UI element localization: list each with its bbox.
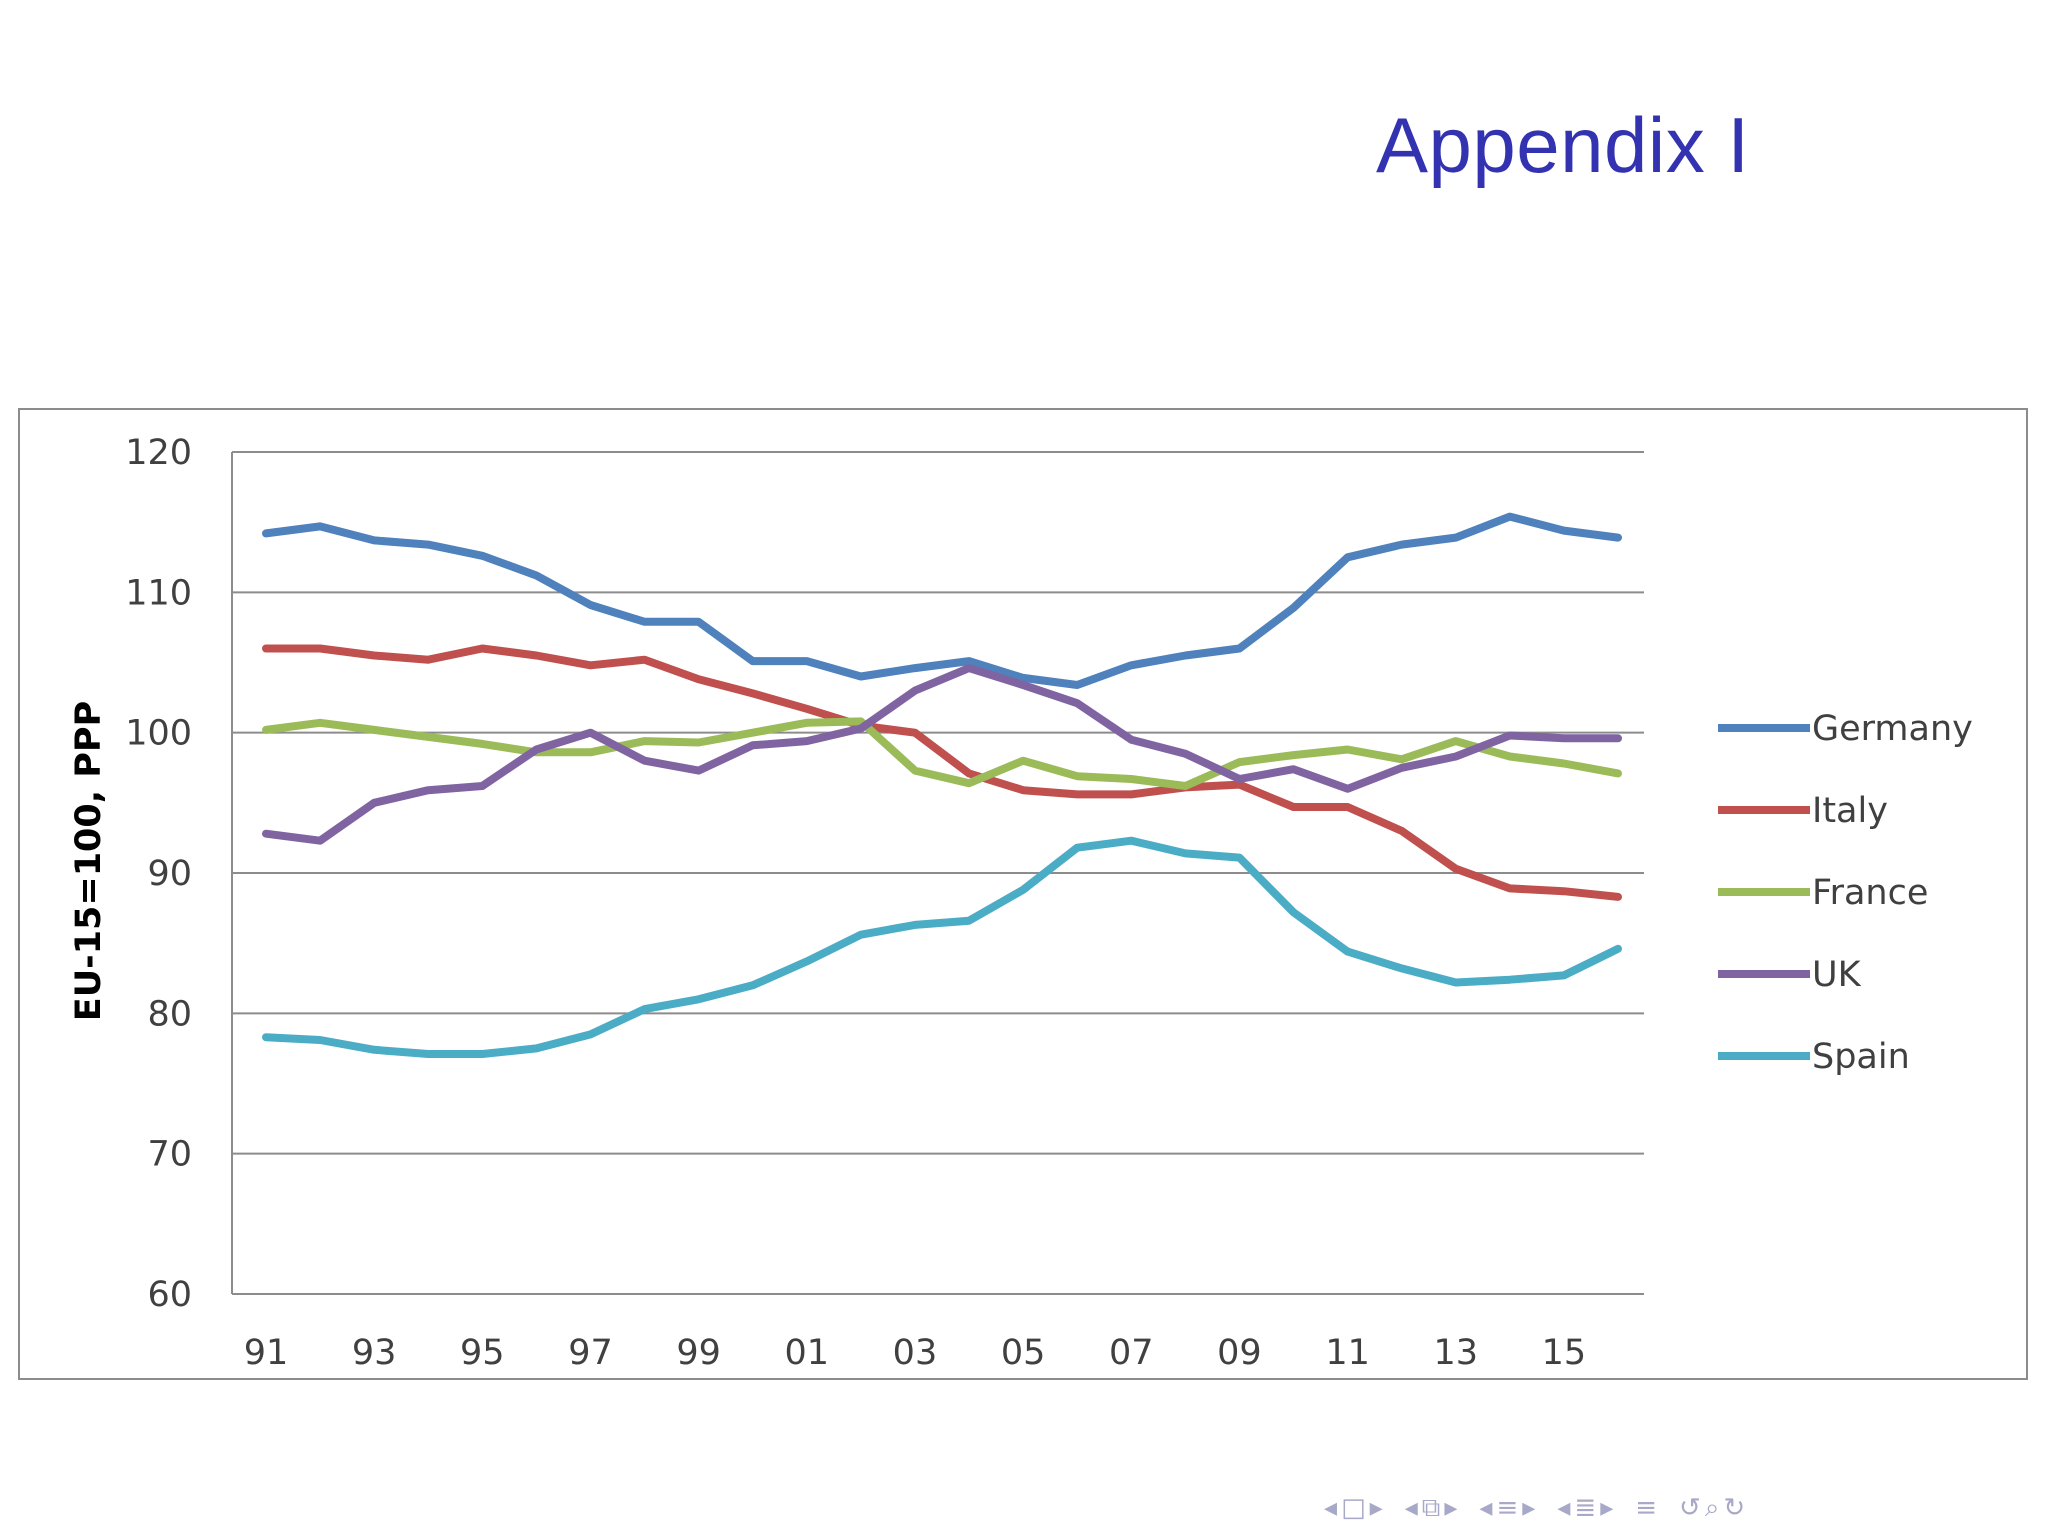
legend-label-france: France [1812,873,1928,913]
nav-group: ≡ [1635,1493,1657,1523]
legend-label-uk: UK [1812,955,1862,995]
arrow-left-icon[interactable]: ◂ [1324,1493,1338,1523]
x-tick-label: 95 [460,1333,505,1373]
arrow-left-icon[interactable]: ◂ [1557,1493,1571,1523]
x-tick-labels: 91 93 95 97 99 01 03 05 07 09 11 13 15 [244,1333,1586,1373]
line-chart: 60 70 80 90 100 110 120 91 93 95 97 99 01 03 05 07 09 11… [69,433,1973,1373]
x-tick-label: 93 [352,1333,397,1373]
arrow-right-icon[interactable]: ▸ [1444,1493,1458,1523]
y-tick-label: 90 [147,854,192,894]
gridlines [232,451,1644,1295]
series-line-france [262,717,1622,790]
search-icon[interactable]: ⌕ [1704,1492,1720,1523]
x-tick-label: 07 [1109,1333,1154,1373]
y-axis-label: EU-15=100, PPP [69,701,109,1021]
y-tick-labels: 60 70 80 90 100 110 120 [125,433,192,1315]
x-tick-label: 15 [1542,1333,1587,1373]
series-lines [262,512,1622,1058]
arrow-left-icon[interactable]: ◂ [1404,1493,1418,1523]
legend-label-spain: Spain [1812,1037,1910,1077]
undo-icon[interactable]: ↺ [1679,1493,1701,1523]
chart-frame: 60 70 80 90 100 110 120 91 93 95 97 99 01 03 05 07 09 11… [18,408,2028,1380]
frame-icon[interactable]: □ [1341,1493,1366,1523]
y-tick-label: 80 [147,994,192,1034]
y-tick-label: 70 [147,1135,192,1175]
slide-title: Appendix I [1376,101,1750,189]
arrow-right-icon[interactable]: ▸ [1522,1493,1536,1523]
x-tick-label: 03 [893,1333,938,1373]
x-tick-label: 09 [1217,1333,1262,1373]
series-line-uk [262,664,1622,845]
section-icon[interactable]: ≡ [1496,1493,1519,1523]
y-tick-label: 100 [125,714,192,754]
x-tick-label: 97 [568,1333,613,1373]
nav-group: ◂ □ ▸ [1324,1493,1383,1523]
legend-label-italy: Italy [1812,791,1888,831]
arrow-right-icon[interactable]: ▸ [1369,1493,1383,1523]
nav-group: ◂ ≣ ▸ [1557,1493,1613,1523]
document-icon[interactable]: ≣ [1574,1493,1597,1523]
arrow-left-icon[interactable]: ◂ [1479,1493,1493,1523]
x-tick-label: 99 [676,1333,721,1373]
y-tick-label: 120 [125,433,192,473]
x-tick-label: 05 [1001,1333,1046,1373]
y-tick-label: 110 [125,573,192,613]
series-line-germany [262,512,1622,689]
series-line-italy [262,644,1622,901]
x-tick-label: 11 [1325,1333,1370,1373]
arrow-right-icon[interactable]: ▸ [1600,1493,1614,1523]
nav-group: ◂ ≡ ▸ [1479,1493,1535,1523]
legend-label-germany: Germany [1812,709,1973,749]
x-tick-label: 01 [785,1333,830,1373]
y-tick-label: 60 [147,1275,192,1315]
x-tick-label: 91 [244,1333,289,1373]
nav-group: ◂ ⧉ ▸ [1405,1493,1458,1524]
series-line-spain [262,836,1622,1058]
outline-icon[interactable]: ≡ [1635,1493,1658,1523]
x-tick-label: 13 [1433,1333,1478,1373]
subsection-icon[interactable]: ⧉ [1421,1492,1441,1523]
legend: Germany Italy France UK Spain [1718,709,1973,1077]
nav-group: ↺ ⌕ ↻ [1679,1493,1745,1524]
slide-navigation: ◂ □ ▸ ◂ ⧉ ▸ ◂ ≡ ▸ ◂ ≣ ▸ ≡ ↺ ⌕ ↻ [1324,1488,1759,1528]
redo-icon[interactable]: ↻ [1723,1493,1746,1523]
